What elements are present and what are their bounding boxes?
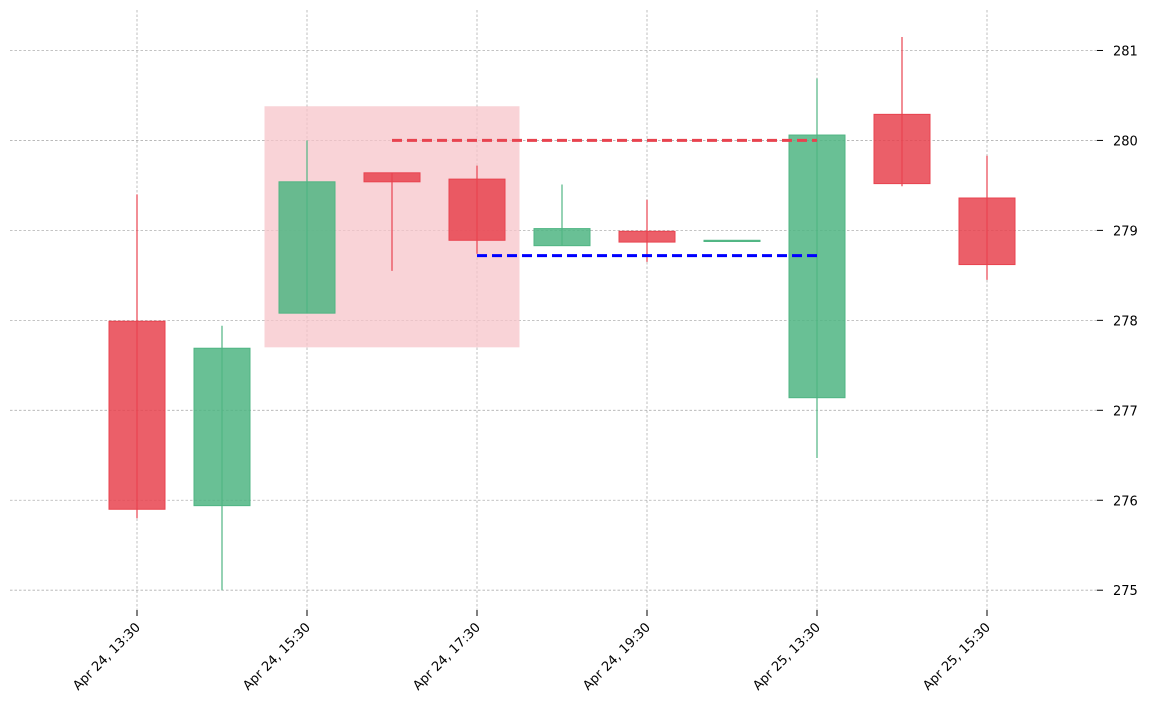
candle-body [618,230,676,243]
candle-bearish [448,165,506,254]
candle-bullish [533,184,591,247]
x-tick-label: Apr 24, 13:30 [70,620,143,693]
candle-bearish [108,194,166,519]
candle-bullish [788,78,846,458]
candle-bearish [618,199,676,262]
candle-body [873,113,931,185]
y-tick-label: 276 [1113,494,1138,509]
y-tick-label: 275 [1113,584,1138,599]
x-tick-label: Apr 24, 19:30 [580,620,653,693]
candle-body [278,181,336,314]
x-tick-label: Apr 25, 15:30 [920,620,993,693]
x-tick-label: Apr 24, 15:30 [240,620,313,693]
y-tick-label: 277 [1113,404,1138,419]
candle-body [533,228,591,247]
reference-lines [392,138,817,258]
grid [10,10,1097,610]
candle-body [703,239,761,242]
y-tick-label: 278 [1113,314,1138,329]
y-tick-label: 280 [1113,134,1138,149]
x-tick-label: Apr 24, 17:30 [410,620,483,693]
y-tick-label: 279 [1113,224,1138,239]
candle-bullish [193,325,251,591]
candle-bullish [703,239,761,242]
candle-body [958,197,1016,266]
candle-bearish [363,172,421,271]
candle-bearish [958,155,1016,280]
x-axis: Apr 24, 13:30 Apr 24, 15:30 Apr 24, 17:30 A… [70,610,994,694]
candle-bullish [278,140,336,314]
candle-body [363,172,421,183]
candles [108,36,1016,591]
candle-body [108,320,166,510]
y-axis: 275 276 277 278 279 280 281 [1097,44,1138,599]
candle-body [788,134,846,399]
y-tick-label: 281 [1113,44,1138,59]
candle-body [448,178,506,241]
x-tick-label: Apr 25, 13:30 [750,620,823,693]
candle-body [193,347,251,507]
candle-bearish [873,36,931,187]
